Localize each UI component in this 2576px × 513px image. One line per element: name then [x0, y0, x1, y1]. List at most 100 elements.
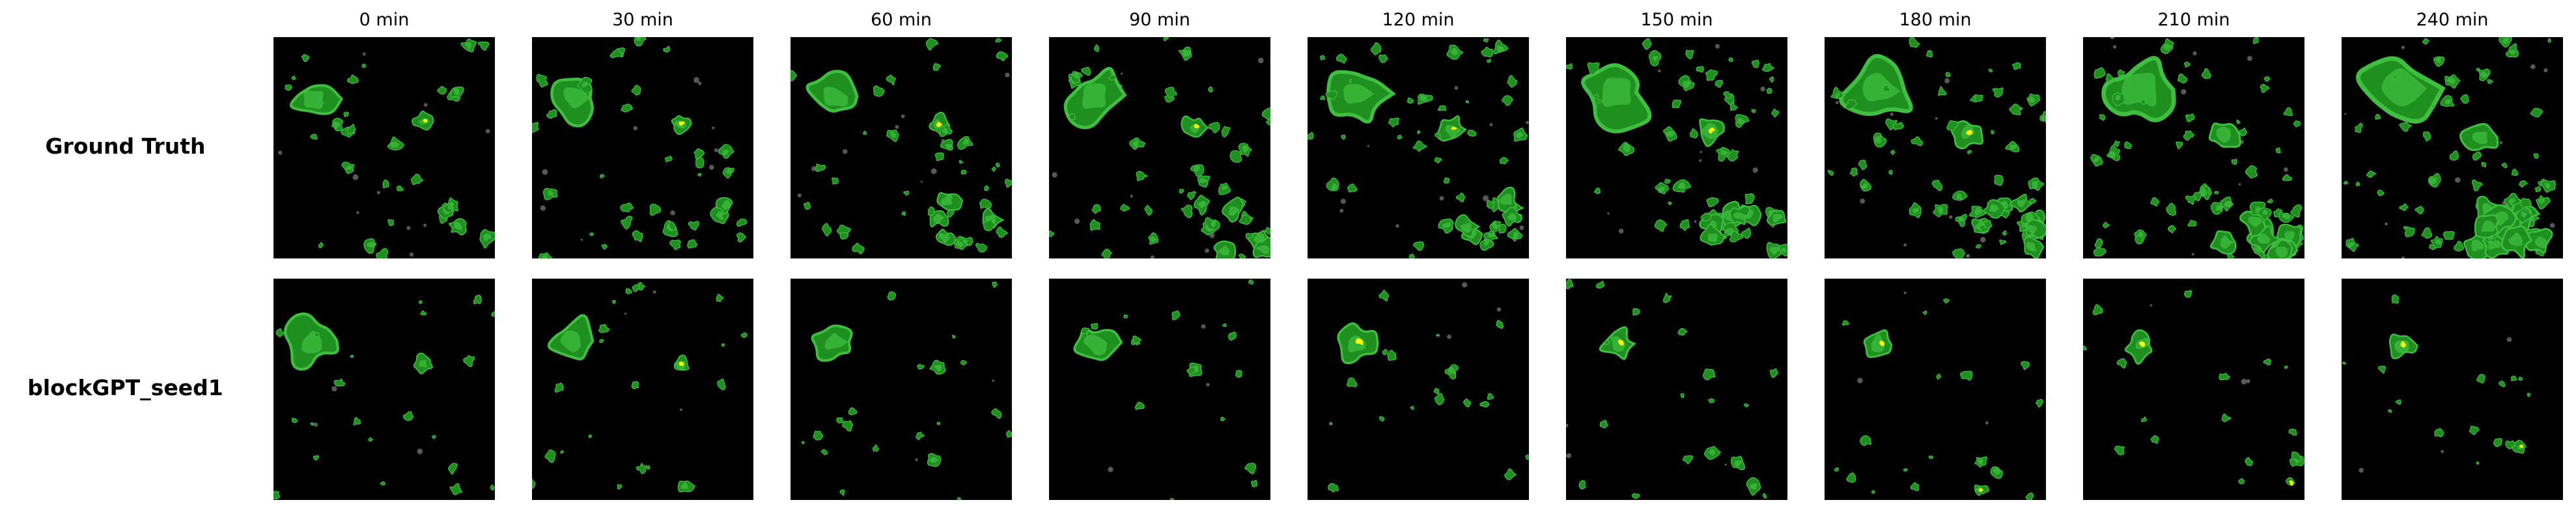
clutter-speck	[1340, 199, 1346, 204]
clutter-speck	[2192, 51, 2197, 56]
band-echo	[1252, 236, 1270, 258]
small-echo	[1597, 98, 1603, 104]
small-echo	[669, 240, 681, 251]
column-title-7: 210 min	[2157, 10, 2230, 30]
small-echo	[1910, 482, 1920, 492]
small-echo	[1218, 182, 1231, 195]
clutter-speck	[2550, 223, 2555, 228]
clutter-speck	[1454, 86, 1459, 90]
radar-image	[1566, 37, 1787, 258]
clutter-speck	[811, 166, 817, 171]
clutter-speck	[1980, 236, 1986, 243]
small-echo	[1251, 480, 1258, 488]
small-echo	[2499, 37, 2513, 48]
small-echo	[1496, 320, 1504, 329]
clutter-speck	[2238, 183, 2241, 186]
small-echo	[631, 85, 641, 96]
main-storm-cell	[1073, 327, 1123, 361]
small-echo	[1888, 169, 1894, 175]
small-echo	[917, 364, 925, 370]
clutter-speck	[1700, 150, 1702, 154]
small-echo	[450, 86, 464, 98]
small-echo	[1642, 38, 1652, 50]
clutter-speck	[363, 52, 366, 56]
secondary-storm-cell	[2459, 122, 2499, 152]
small-echo	[1446, 44, 1464, 60]
small-echo	[2116, 358, 2127, 368]
small-echo	[432, 435, 436, 439]
small-echo	[1108, 74, 1117, 81]
small-echo	[2093, 67, 2106, 79]
small-echo	[1599, 420, 1609, 428]
small-echo	[932, 63, 942, 71]
small-echo	[437, 86, 447, 95]
band-echo	[2504, 193, 2521, 210]
radar-image	[532, 37, 753, 258]
clutter-speck	[2499, 141, 2503, 145]
radar-panel-prediction-7	[2083, 279, 2304, 500]
small-echo	[952, 335, 956, 339]
small-echo	[2534, 186, 2541, 193]
main-storm-cell	[547, 314, 595, 361]
small-echo	[1336, 53, 1347, 64]
band-echo	[1990, 466, 2003, 479]
small-echo	[1945, 72, 1951, 77]
small-echo	[996, 226, 1009, 238]
small-echo	[791, 70, 798, 81]
small-echo	[2210, 202, 2224, 215]
column-title-6: 180 min	[1899, 10, 1972, 30]
band-echo	[1204, 217, 1220, 231]
band-echo	[677, 480, 696, 493]
clutter-speck	[2401, 46, 2405, 49]
small-echo	[1992, 87, 2004, 98]
band-echo	[954, 237, 968, 250]
radar-panel-ground-truth-6	[1825, 37, 2046, 258]
small-echo	[1751, 109, 1756, 113]
row-label-ground-truth: Ground Truth	[45, 133, 206, 159]
band-echo	[2520, 197, 2532, 208]
radar-image	[273, 279, 495, 500]
small-echo	[2454, 241, 2465, 252]
radar-panel-ground-truth-7	[2083, 37, 2304, 258]
small-echo	[1729, 102, 1738, 111]
small-echo	[2275, 147, 2281, 154]
small-echo	[1483, 38, 1489, 43]
small-echo	[1593, 187, 1601, 195]
small-echo	[1860, 178, 1872, 192]
clutter-speck	[1150, 255, 1155, 258]
small-echo	[542, 187, 558, 201]
small-echo	[1434, 393, 1445, 406]
small-echo	[992, 281, 998, 288]
small-echo	[940, 139, 953, 151]
small-echo	[721, 343, 725, 347]
small-echo	[1123, 314, 1128, 318]
clutter-speck	[2149, 304, 2153, 307]
small-echo	[2160, 38, 2174, 54]
small-echo	[1871, 490, 1875, 494]
small-echo	[2533, 153, 2539, 159]
clutter-speck	[313, 423, 318, 427]
radar-panel-prediction-3	[1049, 279, 1270, 500]
clutter-speck	[1206, 383, 1210, 387]
secondary-storm-cell	[1699, 118, 1725, 147]
clutter-speck	[1566, 453, 1571, 458]
column-title-8: 240 min	[2416, 10, 2489, 30]
small-echo	[601, 243, 608, 250]
small-echo	[693, 148, 705, 159]
small-echo	[801, 441, 805, 445]
small-echo	[2112, 92, 2125, 106]
radar-panel-ground-truth-3	[1049, 37, 1270, 258]
small-echo	[1936, 373, 1942, 380]
small-echo	[1086, 331, 1093, 337]
small-echo	[491, 311, 495, 317]
small-echo	[1677, 327, 1688, 336]
small-echo	[1493, 40, 1509, 55]
clutter-speck	[2191, 253, 2194, 256]
small-echo	[621, 104, 634, 113]
small-echo	[273, 491, 280, 499]
small-echo	[420, 311, 427, 316]
small-echo	[872, 444, 879, 452]
small-echo	[1578, 480, 1586, 490]
small-echo	[2110, 37, 2115, 39]
clutter-speck	[278, 150, 283, 155]
